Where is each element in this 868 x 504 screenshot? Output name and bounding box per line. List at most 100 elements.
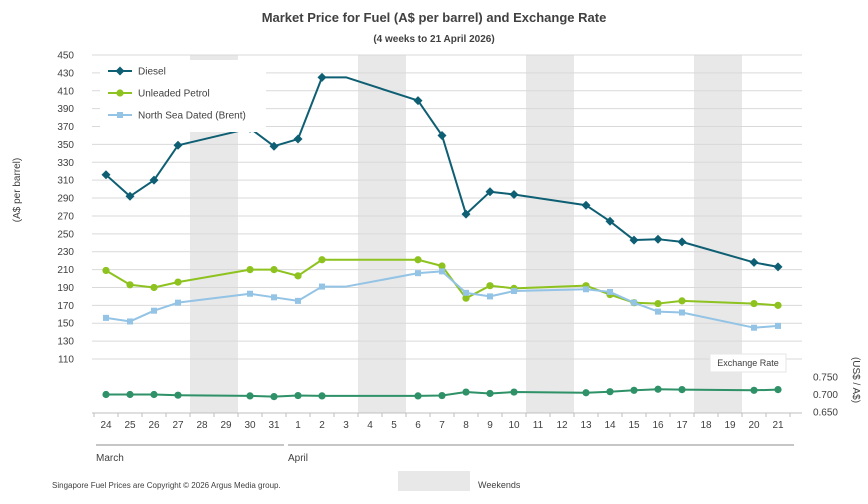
unleaded-petrol-point — [126, 281, 134, 289]
unleaded-petrol-point — [246, 265, 254, 274]
y-tick-label: 270 — [57, 211, 74, 222]
legend-label-north-sea-dated-brent: North Sea Dated (Brent) — [138, 111, 246, 122]
exchange-rate-point — [774, 386, 782, 394]
y-tick-label: 290 — [57, 194, 74, 205]
unleaded-petrol-point — [174, 278, 182, 286]
x-tick-label: 8 — [463, 420, 469, 431]
y-tick-label: 230 — [57, 247, 74, 258]
diesel-point — [653, 234, 663, 244]
exchange-rate-tag-box — [709, 353, 787, 373]
exchange-rate-point — [174, 391, 182, 399]
x-tick-label: 18 — [700, 420, 712, 431]
series-exchange-rate — [102, 385, 782, 401]
north-sea-dated-brent-point — [127, 318, 133, 325]
north-sea-dated-brent-point — [175, 299, 181, 306]
legend: Diesel Unleaded Petrol North Sea Dated (Br… — [100, 60, 266, 132]
diesel-point — [149, 175, 159, 185]
y-axis-label: (A$ per barrel) — [12, 158, 23, 222]
x-tick-label: 9 — [487, 420, 493, 431]
diesel-point — [413, 96, 423, 106]
diesel-point — [485, 187, 495, 197]
diesel-point — [269, 141, 279, 151]
diesel-point — [509, 189, 519, 199]
legend-label-diesel: Diesel — [138, 67, 166, 78]
unleaded-petrol-point — [774, 301, 782, 309]
x-tick-label: 30 — [244, 420, 256, 431]
y-tick-label: 410 — [57, 86, 74, 97]
series-north-sea-dated-brent — [103, 268, 781, 331]
diesel-point — [773, 262, 783, 272]
unleaded-petrol-point — [102, 266, 110, 275]
diesel-point — [461, 209, 471, 219]
north-sea-dated-brent-point — [295, 297, 301, 304]
y2-tick-label: 0.700 — [813, 390, 838, 401]
exchange-rate-point — [678, 386, 686, 394]
exchange-rate-point — [150, 390, 158, 399]
y2-tick-label: 0.750 — [813, 373, 838, 384]
x-tick-label: 5 — [391, 420, 397, 431]
x-tick-label: 4 — [367, 420, 373, 431]
exchange-rate-tag-label: Exchange Rate — [717, 358, 779, 368]
unleaded-petrol-point — [318, 256, 326, 264]
north-sea-dated-brent-point — [415, 270, 421, 277]
exchange-rate-point — [414, 392, 422, 400]
gridlines — [92, 54, 802, 360]
x-tick-label: 11 — [533, 420, 544, 431]
y2-axis-ticks: 0.750 0.700 0.650 — [813, 373, 838, 419]
north-sea-dated-brent-point — [607, 288, 613, 295]
unleaded-petrol-point — [678, 297, 686, 305]
x-tick-label: 26 — [148, 420, 160, 431]
exchange-rate-point — [462, 388, 470, 396]
x-tick-label: 27 — [172, 420, 184, 431]
north-sea-dated-brent-point — [247, 290, 253, 297]
chart-title: Market Price for Fuel (A$ per barrel) an… — [262, 10, 607, 25]
north-sea-dated-brent-point — [103, 314, 109, 321]
exchange-rate-point — [606, 388, 614, 396]
unleaded-petrol-point — [294, 272, 302, 280]
unleaded-petrol-point — [750, 299, 758, 308]
diesel-point — [125, 191, 135, 201]
north-sea-dated-brent-point — [631, 299, 637, 306]
exchange-rate-point — [318, 392, 326, 400]
x-tick-label: 28 — [196, 420, 208, 431]
x-tick-label: 29 — [220, 420, 232, 431]
legend-label-unleaded-petrol: Unleaded Petrol — [138, 89, 210, 100]
diesel-point — [173, 140, 183, 150]
legend-marker-unleaded-petrol — [116, 89, 124, 97]
unleaded-petrol-point — [462, 294, 470, 302]
exchange-rate-point — [294, 391, 302, 400]
y-tick-label: 390 — [57, 104, 74, 115]
x-tick-label: 13 — [580, 420, 592, 431]
x-tick-label: 25 — [124, 420, 136, 431]
chart-subtitle: (4 weeks to 21 April 2026) — [373, 34, 494, 45]
unleaded-petrol-point — [150, 283, 158, 292]
x-tick-label: 21 — [772, 420, 784, 431]
legend-marker-north-sea-dated-brent — [117, 112, 123, 118]
series-diesel — [101, 72, 783, 272]
x-tick-label: 12 — [556, 420, 568, 431]
exchange-rate-point — [654, 385, 662, 393]
north-sea-dated-brent-point — [271, 294, 277, 301]
north-sea-dated-brent-point — [439, 268, 445, 275]
north-sea-dated-brent-point — [655, 308, 661, 315]
diesel-point — [293, 134, 303, 144]
diesel-point — [581, 200, 591, 210]
weekends-legend-label: Weekends — [478, 480, 521, 490]
x-tick-label: 14 — [604, 420, 616, 431]
exchange-rate-point — [486, 389, 494, 398]
y-tick-label: 310 — [57, 176, 74, 187]
diesel-point — [605, 216, 615, 226]
legend-marker-diesel — [115, 66, 125, 76]
diesel-point — [677, 237, 687, 247]
diesel-point — [101, 170, 111, 180]
y-tick-label: 170 — [57, 301, 74, 312]
unleaded-petrol-point — [414, 256, 422, 264]
x-tick-label: 16 — [652, 420, 664, 431]
x-tick-label: 24 — [100, 420, 112, 431]
month-label-march: March — [96, 453, 124, 464]
north-sea-dated-brent-point — [775, 322, 781, 329]
unleaded-petrol-point — [270, 265, 278, 274]
y-tick-label: 330 — [57, 158, 74, 169]
x-tick-label: 31 — [268, 420, 280, 431]
y-tick-label: 190 — [57, 283, 74, 294]
